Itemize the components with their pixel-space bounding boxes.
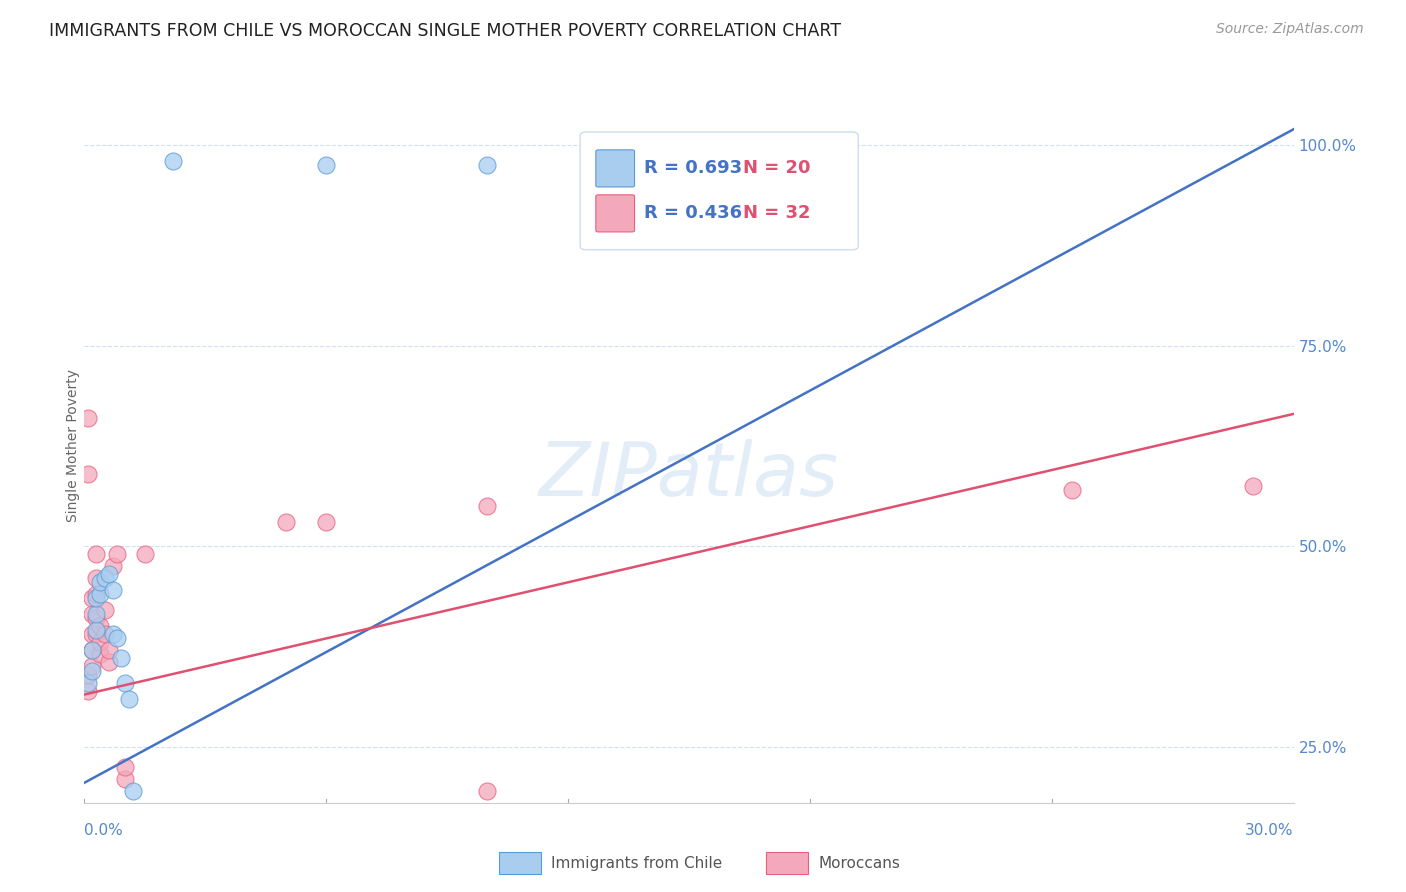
Point [86, 571, 108, 585]
Point [86, 591, 108, 606]
Point [118, 691, 141, 706]
Point [86, 547, 108, 561]
Point [77, 675, 100, 690]
Point [97, 567, 120, 582]
Point [82, 627, 104, 641]
Point [114, 772, 136, 786]
Point [114, 760, 136, 774]
Point [669, 831, 692, 846]
Text: 30.0%: 30.0% [1246, 822, 1294, 838]
Point [93, 571, 115, 585]
Y-axis label: Single Mother Poverty: Single Mother Poverty [66, 369, 80, 523]
Point [86, 607, 108, 622]
Point [77, 411, 100, 425]
Point [114, 675, 136, 690]
Point [477, 784, 499, 798]
Point [77, 683, 100, 698]
Point [477, 158, 499, 172]
Point [97, 656, 120, 670]
Point [97, 643, 120, 657]
Point [82, 643, 104, 657]
Point [89, 619, 111, 633]
Point [101, 627, 124, 641]
Text: N = 32: N = 32 [744, 204, 811, 222]
Point [77, 467, 100, 481]
FancyBboxPatch shape [596, 150, 634, 187]
Point [105, 632, 128, 646]
Point [101, 559, 124, 574]
Point [89, 648, 111, 662]
Text: 0.0%: 0.0% [84, 822, 124, 838]
Point [89, 635, 111, 649]
Point [82, 659, 104, 673]
Point [101, 583, 124, 598]
Point [89, 575, 111, 590]
FancyBboxPatch shape [581, 132, 858, 250]
Point [82, 664, 104, 678]
Text: N = 20: N = 20 [744, 160, 811, 178]
Point [93, 627, 115, 641]
Point [93, 603, 115, 617]
Point [477, 499, 499, 513]
Point [86, 587, 108, 601]
Point [82, 591, 104, 606]
Text: Source: ZipAtlas.com: Source: ZipAtlas.com [1216, 22, 1364, 37]
Point [89, 587, 111, 601]
Point [110, 651, 132, 665]
Point [315, 515, 337, 529]
Text: Moroccans: Moroccans [818, 855, 900, 871]
Point [162, 154, 184, 169]
Text: R = 0.436: R = 0.436 [644, 204, 742, 222]
Point [82, 607, 104, 622]
Point [121, 784, 143, 798]
FancyBboxPatch shape [596, 194, 634, 232]
Point [86, 627, 108, 641]
Point [86, 611, 108, 625]
Point [82, 643, 104, 657]
Text: IMMIGRANTS FROM CHILE VS MOROCCAN SINGLE MOTHER POVERTY CORRELATION CHART: IMMIGRANTS FROM CHILE VS MOROCCAN SINGLE… [49, 22, 841, 40]
Point [1241, 479, 1264, 493]
Point [86, 624, 108, 638]
Text: Immigrants from Chile: Immigrants from Chile [551, 855, 723, 871]
Point [274, 515, 297, 529]
Text: ZIPatlas: ZIPatlas [538, 439, 839, 510]
Point [105, 547, 128, 561]
Point [1060, 483, 1083, 497]
Point [315, 158, 337, 172]
Text: R = 0.693: R = 0.693 [644, 160, 742, 178]
Point [134, 547, 156, 561]
Point [77, 667, 100, 681]
